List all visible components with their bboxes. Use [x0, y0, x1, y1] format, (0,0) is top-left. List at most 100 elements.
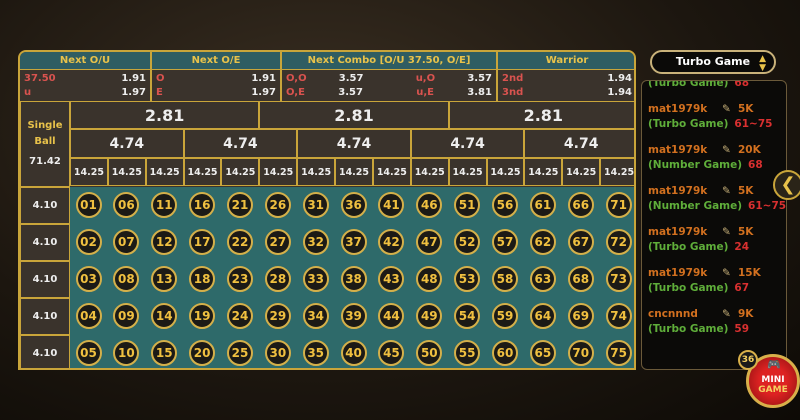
number-ball[interactable]: 26 [264, 192, 291, 218]
odds-cell[interactable]: 4.74 [410, 129, 525, 158]
number-ball[interactable]: 34 [302, 303, 329, 329]
odds-cell[interactable]: 14.25 [183, 158, 222, 186]
bet-option[interactable]: 2nd [502, 73, 524, 84]
odds-value[interactable]: 1.97 [251, 87, 276, 98]
odds-value[interactable]: 3.57 [338, 87, 363, 98]
bet-option[interactable]: O [156, 73, 165, 84]
odds-value[interactable]: 1.94 [607, 73, 632, 84]
number-ball[interactable]: 07 [113, 229, 140, 255]
number-ball[interactable]: 53 [454, 266, 481, 292]
number-ball[interactable]: 62 [529, 229, 556, 255]
odds-cell[interactable]: 14.25 [145, 158, 184, 186]
number-ball[interactable]: 43 [378, 266, 405, 292]
number-ball[interactable]: 61 [529, 192, 556, 218]
number-ball[interactable]: 36 [340, 192, 367, 218]
odds-cell[interactable]: 14.25 [524, 158, 563, 186]
odds-cell[interactable]: 14.25 [259, 158, 298, 186]
number-ball[interactable]: 38 [340, 266, 367, 292]
odds-cell[interactable]: 2.81 [259, 101, 449, 129]
number-ball[interactable]: 03 [75, 266, 102, 292]
odds-cell[interactable]: 14.25 [562, 158, 601, 186]
number-ball[interactable]: 01 [75, 192, 102, 218]
number-ball[interactable]: 14 [151, 303, 178, 329]
row-odds[interactable]: 4.10 [20, 187, 70, 224]
bet-option[interactable]: E [156, 87, 163, 98]
odds-cell[interactable]: 4.74 [183, 129, 298, 158]
number-ball[interactable]: 66 [567, 192, 594, 218]
odds-cell[interactable]: 14.25 [448, 158, 487, 186]
number-ball[interactable]: 12 [151, 229, 178, 255]
odds-cell[interactable]: 14.25 [372, 158, 411, 186]
number-ball[interactable]: 49 [416, 303, 443, 329]
number-ball[interactable]: 17 [189, 229, 216, 255]
number-ball[interactable]: 40 [340, 340, 367, 366]
bet-option[interactable]: u [24, 87, 32, 98]
number-ball[interactable]: 65 [529, 340, 556, 366]
row-odds[interactable]: 4.10 [20, 298, 70, 335]
number-ball[interactable]: 18 [189, 266, 216, 292]
number-ball[interactable]: 69 [567, 303, 594, 329]
number-ball[interactable]: 42 [378, 229, 405, 255]
odds-value[interactable]: 3.81 [467, 87, 492, 98]
bet-option[interactable]: 37.50 [24, 73, 56, 84]
number-ball[interactable]: 11 [151, 192, 178, 218]
single-ball-odds[interactable]: 71.42 [29, 156, 61, 167]
odds-cell[interactable]: 2.81 [70, 101, 260, 129]
number-ball[interactable]: 21 [226, 192, 253, 218]
number-ball[interactable]: 41 [378, 192, 405, 218]
number-ball[interactable]: 52 [454, 229, 481, 255]
number-ball[interactable]: 27 [264, 229, 291, 255]
number-ball[interactable]: 05 [75, 340, 102, 366]
number-ball[interactable]: 13 [151, 266, 178, 292]
odds-cell[interactable]: 14.25 [107, 158, 146, 186]
number-ball[interactable]: 73 [605, 266, 632, 292]
bet-feed[interactable]: mat1979k✎12K(Turbo Game)68mat1979k✎5K(Tu… [641, 80, 787, 370]
number-ball[interactable]: 46 [416, 192, 443, 218]
number-ball[interactable]: 68 [567, 266, 594, 292]
number-ball[interactable]: 47 [416, 229, 443, 255]
number-ball[interactable]: 24 [226, 303, 253, 329]
odds-cell[interactable]: 2.81 [448, 101, 634, 129]
number-ball[interactable]: 44 [378, 303, 405, 329]
number-ball[interactable]: 15 [151, 340, 178, 366]
game-select[interactable]: Turbo Game ▲ ▼ [650, 50, 776, 74]
odds-value[interactable]: 1.97 [121, 87, 146, 98]
odds-cell[interactable]: 14.25 [70, 158, 108, 186]
number-ball[interactable]: 48 [416, 266, 443, 292]
number-ball[interactable]: 55 [454, 340, 481, 366]
mini-game-button[interactable]: 🎮 MINI GAME [746, 354, 800, 408]
number-ball[interactable]: 51 [454, 192, 481, 218]
number-ball[interactable]: 74 [605, 303, 632, 329]
row-odds[interactable]: 4.10 [20, 261, 70, 298]
number-ball[interactable]: 71 [605, 192, 632, 218]
row-odds[interactable]: 4.10 [20, 224, 70, 261]
odds-value[interactable]: 3.57 [338, 73, 364, 84]
odds-cell[interactable]: 14.25 [297, 158, 336, 186]
number-ball[interactable]: 39 [340, 303, 367, 329]
number-ball[interactable]: 45 [378, 340, 405, 366]
number-ball[interactable]: 54 [454, 303, 481, 329]
number-ball[interactable]: 58 [492, 266, 519, 292]
bet-option[interactable]: u,E [416, 87, 434, 98]
number-ball[interactable]: 35 [302, 340, 329, 366]
number-ball[interactable]: 64 [529, 303, 556, 329]
number-ball[interactable]: 23 [226, 266, 253, 292]
number-ball[interactable]: 63 [529, 266, 556, 292]
number-ball[interactable]: 16 [189, 192, 216, 218]
odds-value[interactable]: 3.57 [467, 73, 492, 84]
number-ball[interactable]: 37 [340, 229, 367, 255]
number-ball[interactable]: 33 [302, 266, 329, 292]
odds-cell[interactable]: 4.74 [70, 129, 184, 158]
number-ball[interactable]: 59 [492, 303, 519, 329]
odds-cell[interactable]: 14.25 [410, 158, 449, 186]
number-ball[interactable]: 09 [113, 303, 140, 329]
bet-option[interactable]: u,O [415, 73, 436, 84]
odds-value[interactable]: 1.91 [251, 73, 276, 84]
number-ball[interactable]: 19 [189, 303, 216, 329]
number-ball[interactable]: 31 [302, 192, 329, 218]
bet-option[interactable]: O,O [286, 73, 307, 84]
number-ball[interactable]: 04 [75, 303, 102, 329]
number-ball[interactable]: 32 [302, 229, 329, 255]
number-ball[interactable]: 28 [264, 266, 291, 292]
number-ball[interactable]: 08 [113, 266, 140, 292]
